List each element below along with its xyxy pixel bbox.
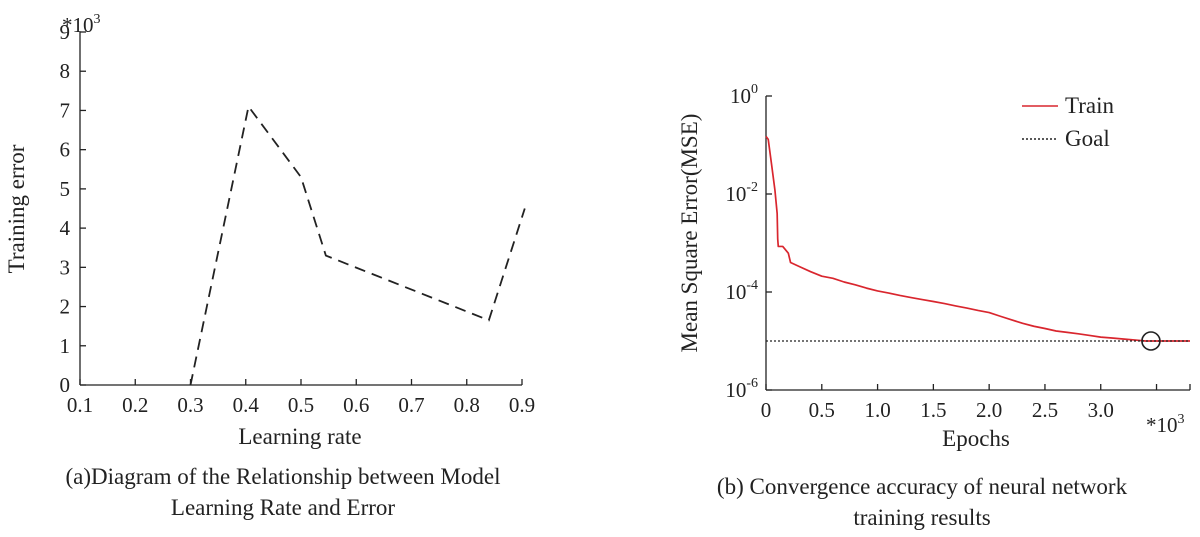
- chart-a-y-tick-label: 0: [60, 373, 71, 397]
- chart-a-x-tick-label: 0.5: [288, 393, 314, 417]
- chart-a-caption-line-2: Learning Rate and Error: [171, 495, 395, 520]
- chart-a-x-tick-label: 0.2: [122, 393, 148, 417]
- convergence-marker: [1141, 331, 1161, 351]
- chart-a-y-tick-label: 9: [60, 20, 71, 44]
- chart-a-x-ticks: 0.1 0.2 0.3 0.4 0.5 0.6 0.7 0.8 0.9: [67, 379, 535, 417]
- chart-a-series: [189, 104, 526, 386]
- chart-b-x-tick-label: 0.5: [809, 398, 835, 422]
- chart-b-y-ticks: 10-6 10-4 10-2 100: [725, 82, 772, 402]
- chart-a-y-tick-label: 7: [60, 98, 71, 122]
- chart-b-y-tick-label: 10-6: [725, 376, 758, 402]
- chart-b-x-tick-label: 1.5: [920, 398, 946, 422]
- chart-b-x-tick-label: 2.0: [976, 398, 1002, 422]
- chart-b-y-tick-label: 100: [730, 82, 758, 108]
- chart-b-caption-line-1: (b) Convergence accuracy of neural netwo…: [717, 474, 1128, 499]
- chart-b-x-tick-label: 3.0: [1088, 398, 1114, 422]
- chart-a-x-tick-label: 0.7: [398, 393, 424, 417]
- chart-b-ylabel: Mean Square Error(MSE): [677, 114, 702, 353]
- chart-a-x-tick-label: 0.1: [67, 393, 93, 417]
- chart-b-y-tick-label: 10-2: [725, 180, 758, 206]
- chart-a-ylabel: Training error: [4, 144, 29, 273]
- chart-a-y-tick-label: 4: [60, 216, 71, 240]
- chart-a-caption-line-1: (a)Diagram of the Relationship between M…: [66, 464, 501, 489]
- chart-a-y-tick-label: 2: [60, 295, 71, 319]
- train-series-line: [765, 135, 1190, 342]
- chart-a-x-tick-label: 0.6: [343, 393, 369, 417]
- chart-b-x-multiplier: *103: [1146, 412, 1185, 437]
- chart-b: 10-6 10-4 10-2 100 0 0.5 1.0 1.5 2.0 2.5 3.0 *103…: [677, 82, 1191, 530]
- chart-a-y-ticks: 0 1 2 3 4 5 6 7 8 9: [60, 20, 86, 397]
- chart-b-x-tick-label: 0: [761, 398, 772, 422]
- chart-a-series-line: [189, 104, 526, 386]
- chart-b-caption-line-2: training results: [853, 505, 990, 530]
- chart-a-y-tick-label: 5: [60, 177, 71, 201]
- chart-b-x-tick-label: 1.0: [864, 398, 890, 422]
- chart-a-y-multiplier: *103: [62, 12, 101, 37]
- chart-a-xlabel: Learning rate: [238, 424, 361, 449]
- chart-a: *103 0 1 2 3 4 5 6 7 8 9 0.1 0.2 0.3 0.4 0.5 0.6 0.7 0.8…: [4, 12, 535, 520]
- chart-a-y-tick-label: 1: [60, 334, 71, 358]
- chart-b-legend: Train Goal: [1022, 93, 1114, 151]
- chart-b-x-tick-label: 2.5: [1032, 398, 1058, 422]
- legend-goal-label: Goal: [1065, 126, 1110, 151]
- chart-b-y-tick-label: 10-4: [725, 278, 758, 304]
- chart-b-xlabel: Epochs: [942, 426, 1010, 451]
- chart-a-y-tick-label: 6: [60, 138, 71, 162]
- chart-b-series: [765, 135, 1190, 351]
- chart-b-x-ticks: 0 0.5 1.0 1.5 2.0 2.5 3.0: [761, 384, 1191, 422]
- chart-a-x-tick-label: 0.3: [177, 393, 203, 417]
- chart-a-x-tick-label: 0.4: [233, 393, 260, 417]
- chart-a-x-tick-label: 0.9: [509, 393, 535, 417]
- chart-a-y-tick-label: 3: [60, 255, 71, 279]
- legend-train-label: Train: [1065, 93, 1114, 118]
- chart-a-y-tick-label: 8: [60, 59, 71, 83]
- chart-a-x-tick-label: 0.8: [454, 393, 480, 417]
